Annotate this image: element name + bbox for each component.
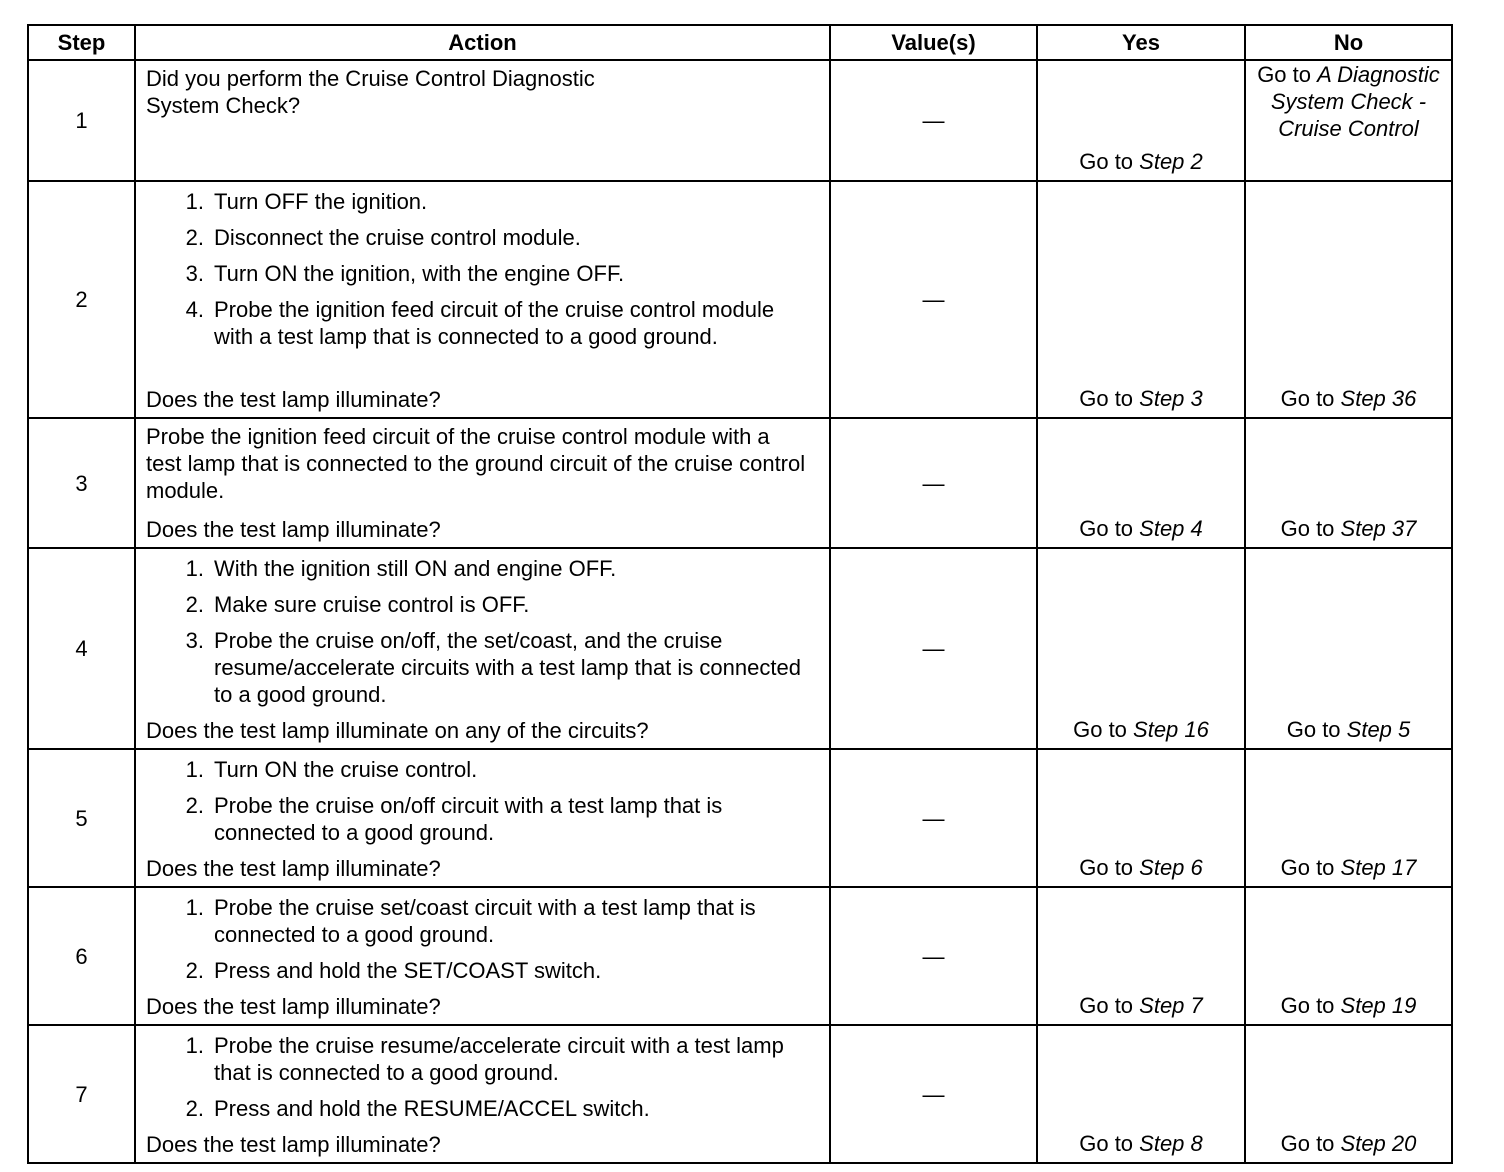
step-number: 7: [27, 1024, 136, 1164]
no-cell: Go to Step 17: [1244, 748, 1453, 888]
table-row: 2 1. Turn OFF the ignition. 2. Disconnect t…: [27, 180, 1453, 419]
no-cell: Go to Step 19: [1244, 886, 1453, 1026]
yes-cell: Go to Step 2: [1036, 59, 1246, 182]
action-question: Does the test lamp illuminate?: [146, 517, 441, 542]
action-cell: 1. With the ignition still ON and engine …: [134, 547, 831, 750]
action-question: Does the test lamp illuminate?: [146, 387, 441, 412]
header-yes: Yes: [1036, 24, 1246, 61]
yes-link[interactable]: Step 3: [1139, 386, 1203, 411]
table-row: 4 1. With the ignition still ON and engin…: [27, 547, 1453, 750]
action-step-item: 2. Disconnect the cruise control module.: [185, 225, 581, 250]
yes-cell: Go to Step 4: [1036, 417, 1246, 549]
action-steps: 1. Turn ON the cruise control. 2. Probe the…: [146, 756, 819, 846]
action-step-item: 2. Make sure cruise control is OFF.: [185, 592, 530, 617]
action-step-item: 3. Turn ON the ignition, with the engine …: [185, 261, 625, 286]
action-cell: 1. Probe the cruise set/coast circuit wit…: [134, 886, 831, 1026]
header-step: Step: [27, 24, 136, 61]
no-link[interactable]: Step 20: [1340, 1131, 1417, 1156]
action-question: Does the test lamp illuminate?: [146, 856, 441, 881]
header-row: Step Action Value(s) Yes No: [27, 24, 1453, 61]
action-steps: 1. Probe the cruise resume/accelerate cir…: [146, 1032, 819, 1122]
action-cell: 1. Turn ON the cruise control. 2. Probe the…: [134, 748, 831, 888]
no-link[interactable]: Step 19: [1340, 993, 1417, 1018]
no-link[interactable]: A Diagnostic System Check - Cruise Contr…: [1270, 62, 1440, 141]
value-cell: —: [829, 1024, 1038, 1164]
step-number: 5: [27, 748, 136, 888]
yes-link[interactable]: Step 7: [1139, 993, 1203, 1018]
value-cell: —: [829, 180, 1038, 419]
action-cell: Did you perform the Cruise Control Diagn…: [134, 59, 831, 182]
diagnostic-table: Step Action Value(s) Yes No 1 Did you pe…: [27, 24, 1453, 1164]
yes-link[interactable]: Step 16: [1133, 717, 1209, 742]
step-number: 3: [27, 417, 136, 549]
value-cell: —: [829, 748, 1038, 888]
action-step-item: 3. Probe the cruise on/off, the set/coast…: [185, 628, 801, 707]
no-link[interactable]: Step 37: [1340, 516, 1417, 541]
step-number: 1: [27, 59, 136, 182]
no-link[interactable]: Step 36: [1340, 386, 1417, 411]
step-number: 2: [27, 180, 136, 419]
action-cell: 1. Probe the cruise resume/accelerate cir…: [134, 1024, 831, 1164]
yes-cell: Go to Step 6: [1036, 748, 1246, 888]
yes-link[interactable]: Step 4: [1139, 516, 1203, 541]
action-text: Did you perform the Cruise Control Diagn…: [146, 66, 595, 118]
action-cell: 1. Turn OFF the ignition. 2. Disconnect the…: [134, 180, 831, 419]
no-link[interactable]: Step 5: [1346, 717, 1411, 742]
action-step-item: 1. With the ignition still ON and engine …: [185, 556, 617, 581]
header-no: No: [1244, 24, 1453, 61]
yes-cell: Go to Step 16: [1036, 547, 1246, 750]
no-cell: Go to Step 5: [1244, 547, 1453, 750]
value-cell: —: [829, 59, 1038, 182]
yes-link[interactable]: Step 2: [1139, 149, 1203, 174]
table-row: 6 1. Probe the cruise set/coast circuit w…: [27, 886, 1453, 1026]
step-number: 6: [27, 886, 136, 1026]
table-row: 1 Did you perform the Cruise Control Dia…: [27, 59, 1453, 182]
action-step-item: 1. Probe the cruise set/coast circuit wit…: [185, 895, 756, 947]
value-cell: —: [829, 547, 1038, 750]
value-cell: —: [829, 886, 1038, 1026]
no-cell: Go to Step 37: [1244, 417, 1453, 549]
table-row: 7 1. Probe the cruise resume/accelerate c…: [27, 1024, 1453, 1164]
action-step-item: 2. Press and hold the RESUME/ACCEL switch…: [185, 1096, 650, 1121]
yes-link[interactable]: Step 6: [1139, 855, 1203, 880]
yes-cell: Go to Step 8: [1036, 1024, 1246, 1164]
yes-cell: Go to Step 7: [1036, 886, 1246, 1026]
action-step-item: 1. Probe the cruise resume/accelerate cir…: [185, 1033, 784, 1085]
yes-cell: Go to Step 3: [1036, 180, 1246, 419]
action-step-item: 2. Press and hold the SET/COAST switch.: [185, 958, 602, 983]
header-action: Action: [134, 24, 831, 61]
no-cell: Go to Step 20: [1244, 1024, 1453, 1164]
action-steps: 1. Turn OFF the ignition. 2. Disconnect the…: [146, 188, 819, 350]
action-step-item: 1. Turn ON the cruise control.: [185, 757, 478, 782]
action-step-item: 4. Probe the ignition feed circuit of the…: [185, 297, 775, 349]
action-step-item: 2. Probe the cruise on/off circuit with a…: [185, 793, 723, 845]
action-question: Does the test lamp illuminate?: [146, 994, 441, 1019]
step-number: 4: [27, 547, 136, 750]
yes-link[interactable]: Step 8: [1139, 1131, 1203, 1156]
action-cell: Probe the ignition feed circuit of the c…: [134, 417, 831, 549]
action-steps: 1. With the ignition still ON and engine …: [146, 555, 819, 708]
no-cell: Go to A Diagnostic System Check - Cruise…: [1244, 59, 1453, 182]
table-row: 3 Probe the ignition feed circuit of the…: [27, 417, 1453, 549]
action-question: Does the test lamp illuminate on any of …: [146, 718, 649, 743]
action-step-item: 1. Turn OFF the ignition.: [185, 189, 428, 214]
no-cell: Go to Step 36: [1244, 180, 1453, 419]
action-question: Does the test lamp illuminate?: [146, 1132, 441, 1157]
no-link[interactable]: Step 17: [1340, 855, 1417, 880]
action-text: Probe the ignition feed circuit of the c…: [146, 424, 806, 503]
header-values: Value(s): [829, 24, 1038, 61]
action-steps: 1. Probe the cruise set/coast circuit wit…: [146, 894, 819, 984]
table-row: 5 1. Turn ON the cruise control. 2. Probe t…: [27, 748, 1453, 888]
value-cell: —: [829, 417, 1038, 549]
